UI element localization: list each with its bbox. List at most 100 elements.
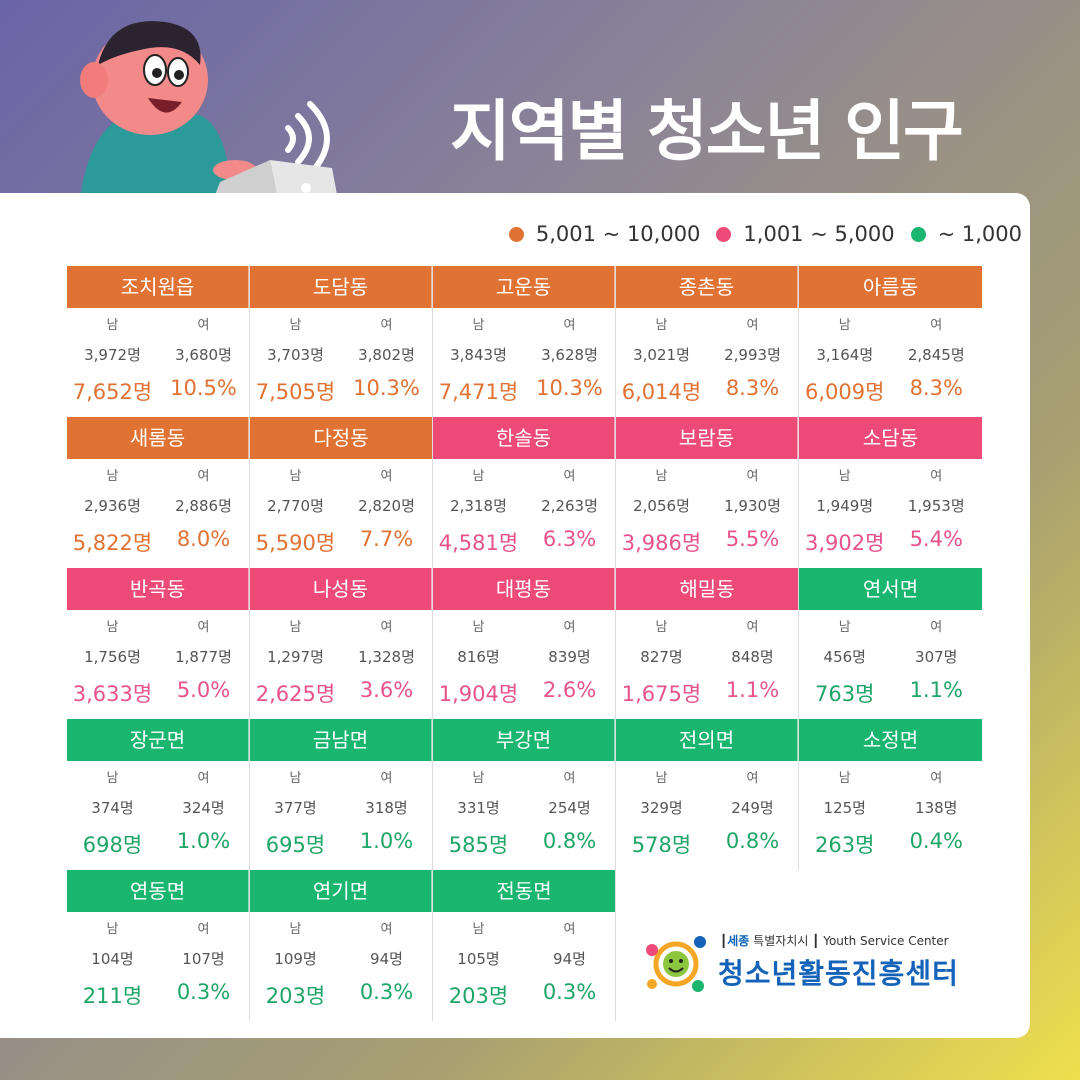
male-label: 남 bbox=[289, 318, 302, 333]
total-count: 203명 bbox=[448, 984, 509, 1008]
region-name: 소정면 bbox=[799, 719, 982, 761]
total-count: 7,652명 bbox=[72, 380, 153, 404]
total-count: 1,904명 bbox=[438, 682, 519, 706]
org-logo-subtitle: ┃세종 특별자치시 ┃ Youth Service Center bbox=[720, 934, 949, 948]
org-logo-english: Youth Service Center bbox=[823, 934, 949, 948]
male-label: 남 bbox=[289, 922, 302, 937]
female-label: 여 bbox=[563, 620, 576, 635]
male-count: 2,770명 bbox=[267, 497, 324, 515]
female-label: 여 bbox=[563, 771, 576, 786]
region-totals: 203명 0.3% bbox=[433, 980, 615, 1012]
percentage: 3.6% bbox=[359, 678, 414, 702]
gender-counts: 827명 848명 bbox=[616, 646, 798, 668]
male-count: 3,021명 bbox=[633, 346, 690, 364]
region-name: 연기면 bbox=[250, 870, 432, 912]
male-count: 816명 bbox=[457, 648, 500, 666]
female-label: 여 bbox=[197, 318, 210, 333]
percentage: 7.7% bbox=[359, 527, 414, 551]
region-totals: 7,505명 10.3% bbox=[250, 376, 432, 408]
region-cell: 도담동 남 여 3,703명 3,802명 7,505명 10.3% bbox=[250, 266, 433, 417]
region-cell: 반곡동 남 여 1,756명 1,877명 3,633명 5.0% bbox=[67, 568, 250, 719]
gender-counts: 331명 254명 bbox=[433, 797, 615, 819]
mascot-illustration bbox=[80, 21, 340, 218]
female-count: 94명 bbox=[370, 950, 403, 968]
region-cell: 소담동 남 여 1,949명 1,953명 3,902명 5.4% bbox=[799, 417, 982, 568]
total-count: 4,581명 bbox=[438, 531, 519, 555]
female-count: 3,628명 bbox=[541, 346, 598, 364]
page-title: 지역별 청소년 인구 bbox=[450, 93, 964, 170]
male-count: 3,703명 bbox=[267, 346, 324, 364]
legend-dot-pink bbox=[716, 226, 732, 242]
gender-counts: 3,972명 3,680명 bbox=[67, 344, 249, 366]
region-name: 아름동 bbox=[799, 266, 982, 308]
region-name: 고운동 bbox=[433, 266, 615, 308]
female-count: 318명 bbox=[365, 799, 408, 817]
female-label: 여 bbox=[197, 620, 210, 635]
male-count: 331명 bbox=[457, 799, 500, 817]
female-label: 여 bbox=[930, 469, 943, 484]
male-label: 남 bbox=[289, 469, 302, 484]
region-totals: 211명 0.3% bbox=[67, 980, 249, 1012]
region-totals: 578명 0.8% bbox=[616, 829, 798, 861]
gender-counts: 456명 307명 bbox=[799, 646, 982, 668]
total-count: 1,675명 bbox=[621, 682, 702, 706]
total-count: 578명 bbox=[631, 833, 692, 857]
region-totals: 7,471명 10.3% bbox=[433, 376, 615, 408]
region-name: 부강면 bbox=[433, 719, 615, 761]
gender-counts: 109명 94명 bbox=[250, 948, 432, 970]
region-name: 전의면 bbox=[616, 719, 798, 761]
female-label: 여 bbox=[197, 922, 210, 937]
male-label: 남 bbox=[106, 922, 119, 937]
org-logo-name: 청소년활동진흥센터 bbox=[718, 957, 959, 990]
region-cell: 연서면 남 여 456명 307명 763명 1.1% bbox=[799, 568, 982, 719]
gender-counts: 3,021명 2,993명 bbox=[616, 344, 798, 366]
gender-counts: 1,949명 1,953명 bbox=[799, 495, 982, 517]
total-count: 6,014명 bbox=[621, 380, 702, 404]
female-count: 138명 bbox=[915, 799, 958, 817]
region-name: 대평동 bbox=[433, 568, 615, 610]
total-count: 763명 bbox=[815, 682, 875, 706]
female-count: 848명 bbox=[731, 648, 774, 666]
region-totals: 585명 0.8% bbox=[433, 829, 615, 861]
male-count: 125명 bbox=[823, 799, 866, 817]
male-label: 남 bbox=[655, 620, 668, 635]
female-label: 여 bbox=[563, 922, 576, 937]
male-count: 2,936명 bbox=[84, 497, 141, 515]
female-label: 여 bbox=[380, 469, 393, 484]
total-count: 263명 bbox=[815, 833, 875, 857]
region-totals: 5,822명 8.0% bbox=[67, 527, 249, 559]
female-count: 3,680명 bbox=[175, 346, 232, 364]
region-name: 종촌동 bbox=[616, 266, 798, 308]
region-cell: 다정동 남 여 2,770명 2,820명 5,590명 7.7% bbox=[250, 417, 433, 568]
region-cell: 아름동 남 여 3,164명 2,845명 6,009명 8.3% bbox=[799, 266, 982, 417]
gender-counts: 105명 94명 bbox=[433, 948, 615, 970]
region-cell: 전의면 남 여 329명 249명 578명 0.8% bbox=[616, 719, 799, 870]
female-count: 2,886명 bbox=[175, 497, 232, 515]
male-label: 남 bbox=[472, 318, 485, 333]
region-row: 새롬동 남 여 2,936명 2,886명 5,822명 8.0% 다정동 남 여 2,770명 2,… bbox=[67, 417, 982, 568]
region-row: 연동면 남 여 104명 107명 211명 0.3% 연기면 남 여 109명 94명 203명 0.3… bbox=[67, 870, 982, 1021]
female-count: 1,953명 bbox=[907, 497, 965, 515]
female-label: 여 bbox=[380, 922, 393, 937]
region-totals: 4,581명 6.3% bbox=[433, 527, 615, 559]
male-label: 남 bbox=[472, 620, 485, 635]
percentage: 6.3% bbox=[542, 527, 597, 551]
female-count: 254명 bbox=[548, 799, 591, 817]
region-totals: 7,652명 10.5% bbox=[67, 376, 249, 408]
region-name: 연서면 bbox=[799, 568, 982, 610]
percentage: 0.3% bbox=[542, 980, 597, 1004]
org-logo-emblem-icon bbox=[646, 936, 706, 992]
female-count: 307명 bbox=[915, 648, 958, 666]
female-label: 여 bbox=[563, 469, 576, 484]
